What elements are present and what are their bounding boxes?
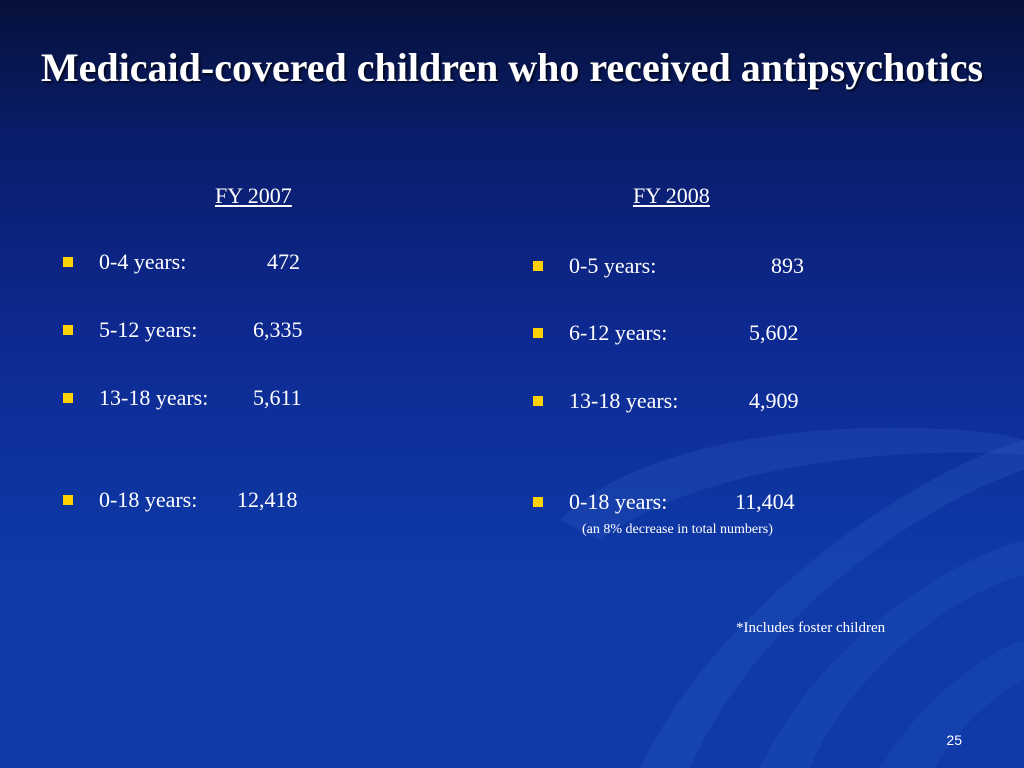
square-bullet-icon: [533, 261, 543, 271]
item-label: 5-12 years:: [99, 317, 198, 342]
footnote: *Includes foster children: [736, 620, 886, 636]
item-value: 472: [267, 249, 300, 274]
item-value: 6,335: [253, 317, 303, 342]
square-bullet-icon: [63, 393, 73, 403]
item-label: 13-18 years:: [99, 385, 209, 410]
fy2008-header: FY 2008: [633, 183, 710, 208]
square-bullet-icon: [63, 257, 73, 267]
fy2007-header: FY 2007: [215, 183, 292, 208]
item-value: 5,611: [253, 385, 302, 410]
square-bullet-icon: [63, 325, 73, 335]
item-label: 6-12 years:: [569, 320, 668, 345]
slide-title: Medicaid-covered children who received a…: [0, 42, 1024, 94]
item-value: 5,602: [749, 320, 799, 345]
page-number: 25: [946, 732, 962, 748]
square-bullet-icon: [63, 495, 73, 505]
item-label: 13-18 years:: [569, 388, 679, 413]
square-bullet-icon: [533, 328, 543, 338]
item-value: 893: [771, 253, 804, 278]
item-label: 0-18 years:: [99, 487, 198, 512]
decrease-note: (an 8% decrease in total numbers): [582, 522, 773, 537]
item-label: 0-5 years:: [569, 253, 657, 278]
item-value: 12,418: [237, 487, 298, 512]
item-label: 0-4 years:: [99, 249, 187, 274]
square-bullet-icon: [533, 497, 543, 507]
item-value: 11,404: [735, 489, 795, 514]
item-value: 4,909: [749, 388, 799, 413]
slide-title-text: Medicaid-covered children who received a…: [40, 45, 984, 90]
item-label: 0-18 years:: [569, 489, 668, 514]
square-bullet-icon: [533, 396, 543, 406]
